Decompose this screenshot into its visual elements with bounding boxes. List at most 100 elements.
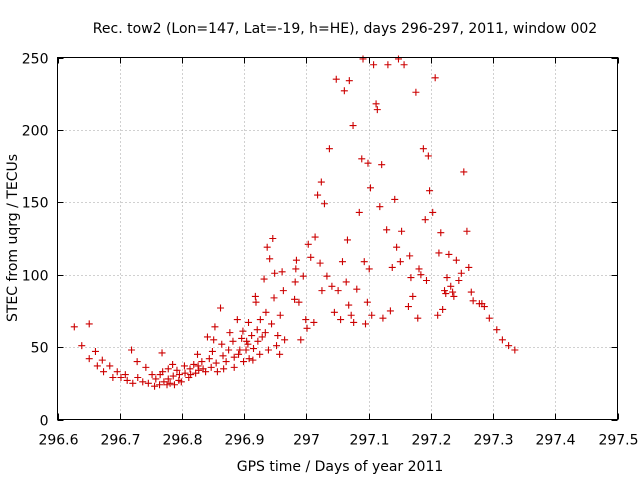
data-point <box>291 295 299 303</box>
data-point <box>177 378 185 386</box>
data-point <box>379 314 387 322</box>
data-point <box>251 292 259 300</box>
data-point <box>134 374 142 382</box>
data-point <box>252 298 260 306</box>
data-point <box>233 316 241 324</box>
data-point <box>394 55 402 63</box>
data-point <box>310 318 318 326</box>
data-point <box>460 168 468 176</box>
data-point <box>415 265 423 273</box>
data-point <box>238 334 246 342</box>
data-point <box>332 75 340 83</box>
data-point <box>441 287 449 295</box>
data-point <box>318 287 326 295</box>
data-point <box>498 336 506 344</box>
data-point <box>378 161 386 169</box>
data-point <box>480 303 488 311</box>
data-point <box>362 320 369 328</box>
data-point <box>370 61 378 69</box>
data-point <box>142 363 150 371</box>
data-point <box>364 159 372 167</box>
data-point <box>414 314 422 322</box>
data-point <box>230 363 238 371</box>
data-point <box>254 337 262 345</box>
data-point <box>98 356 106 364</box>
x-tick-label: 297.5 <box>598 433 638 449</box>
y-tick-label: 0 <box>40 414 49 430</box>
data-point <box>317 178 325 186</box>
data-point <box>244 340 252 348</box>
data-point <box>278 268 286 276</box>
data-point <box>445 250 453 258</box>
data-point <box>376 203 384 211</box>
data-point <box>207 363 215 371</box>
data-point <box>276 311 284 319</box>
data-point <box>181 369 189 377</box>
data-point <box>93 362 101 370</box>
data-point <box>256 350 264 358</box>
data-point <box>297 336 305 344</box>
data-point <box>363 298 371 306</box>
data-point <box>158 349 166 357</box>
data-point <box>229 337 237 345</box>
data-point <box>455 276 463 284</box>
grid-lines <box>57 57 618 420</box>
data-point <box>372 100 380 108</box>
y-tick-label: 100 <box>22 269 49 285</box>
data-point <box>340 87 348 95</box>
data-point <box>404 303 412 311</box>
data-point <box>266 255 274 263</box>
data-point <box>202 368 210 376</box>
data-point <box>386 307 394 315</box>
data-point <box>463 227 471 235</box>
x-tick-label: 297 <box>293 433 320 449</box>
data-point <box>314 191 322 199</box>
data-point <box>291 278 299 286</box>
data-point <box>180 362 188 370</box>
data-point <box>303 324 311 332</box>
x-tick-label: 297.3 <box>473 433 513 449</box>
data-point <box>353 285 361 293</box>
data-point <box>469 297 477 305</box>
data-point <box>164 375 172 383</box>
data-point <box>236 346 244 354</box>
data-point <box>292 265 300 273</box>
data-point <box>406 252 414 260</box>
data-point <box>457 269 465 277</box>
data-point <box>173 366 181 374</box>
data-point <box>169 372 177 380</box>
data-point <box>85 320 93 328</box>
data-point <box>235 350 243 358</box>
data-point <box>152 375 160 383</box>
data-point <box>422 276 430 284</box>
data-point <box>208 347 216 355</box>
data-point <box>253 326 261 334</box>
data-point <box>170 381 178 389</box>
data-point <box>281 336 289 344</box>
data-point <box>431 74 439 82</box>
data-point <box>100 368 108 376</box>
x-tick-label: 297.1 <box>349 433 389 449</box>
data-point <box>205 355 213 363</box>
data-point <box>467 288 475 296</box>
data-point <box>268 320 276 328</box>
data-point <box>421 216 429 224</box>
data-point <box>368 311 376 319</box>
data-point <box>270 294 278 302</box>
data-point <box>345 301 353 309</box>
data-point <box>211 323 219 331</box>
data-point <box>258 333 266 341</box>
data-point <box>299 272 307 280</box>
data-point <box>85 355 93 363</box>
data-point <box>393 243 401 251</box>
data-point <box>194 362 202 370</box>
data-point <box>187 371 195 379</box>
data-points <box>70 55 519 390</box>
y-tick-labels: 0 50 100 150 200 250 <box>22 52 49 430</box>
data-point <box>169 360 177 368</box>
data-point <box>128 346 136 354</box>
data-point <box>239 327 247 335</box>
data-point <box>342 278 350 286</box>
data-point <box>295 298 303 306</box>
data-point <box>365 265 373 273</box>
